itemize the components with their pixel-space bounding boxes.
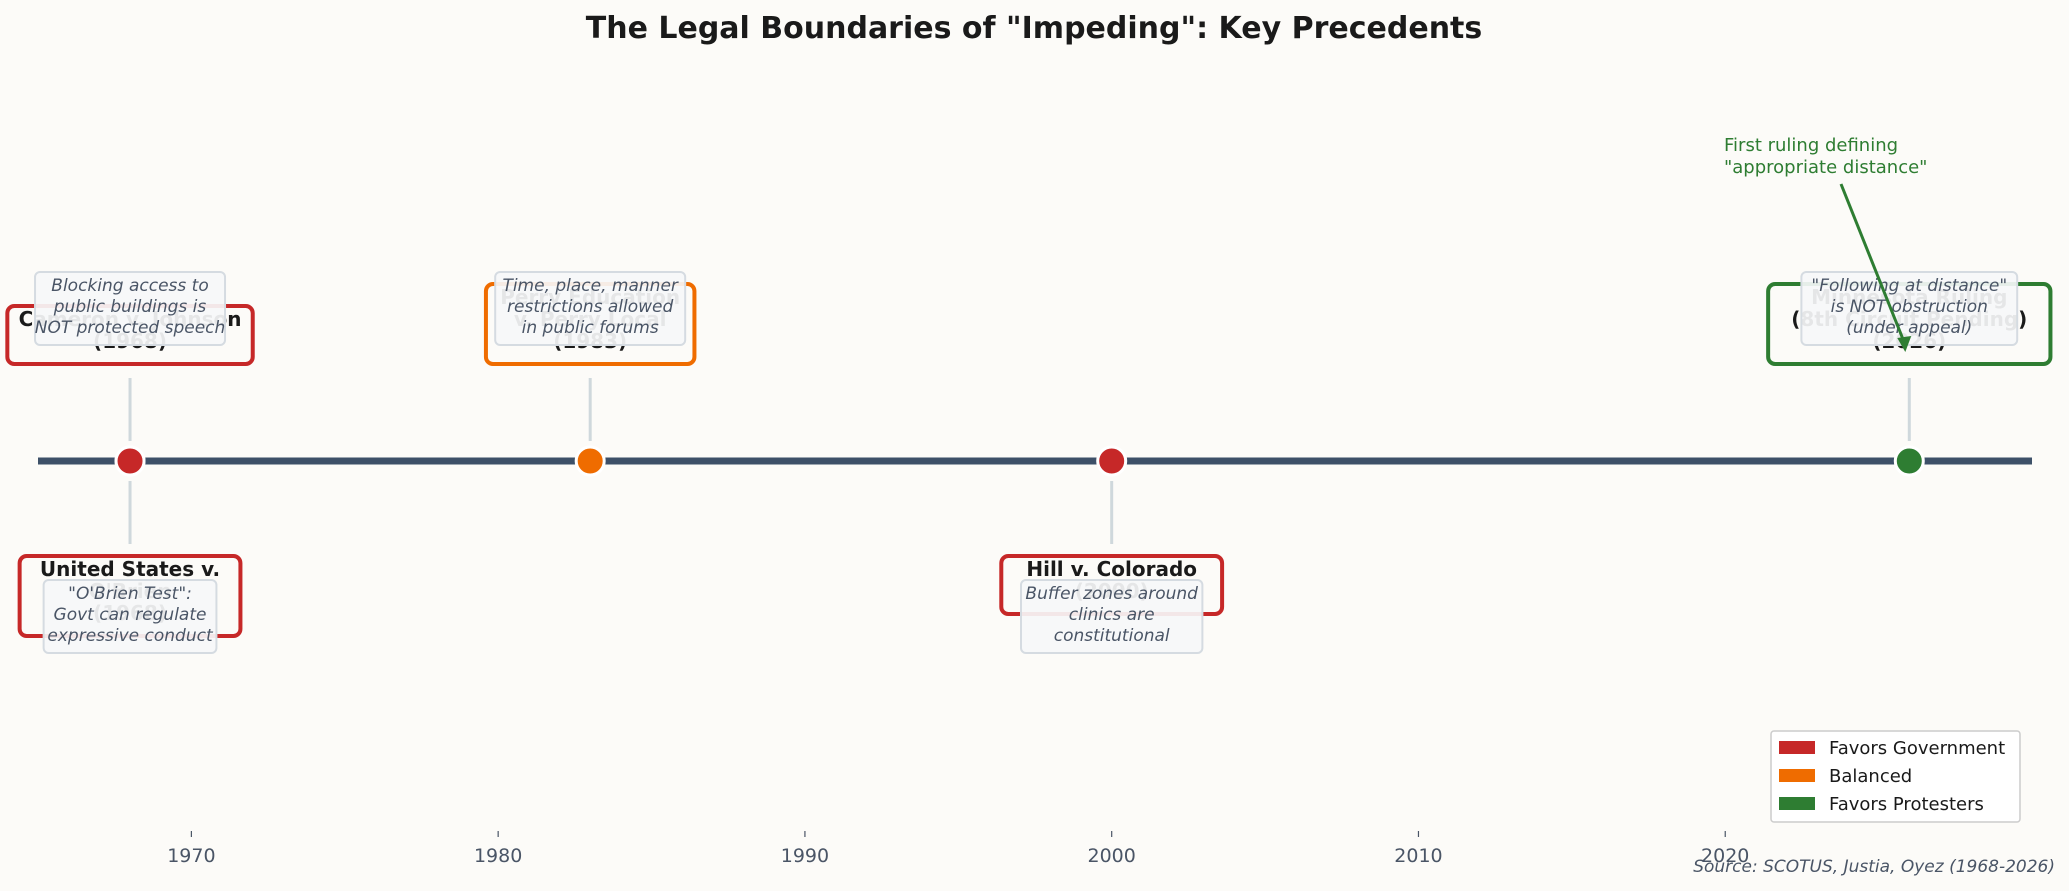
chart-title: The Legal Boundaries of "Impeding": Key … xyxy=(586,11,1483,46)
note-line: "Following at distance" xyxy=(1811,276,2007,296)
annotation-text-line: "appropriate distance" xyxy=(1724,157,1927,178)
note-line: "O'Brien Test": xyxy=(68,584,192,604)
note-line: constitutional xyxy=(1054,626,1170,646)
legend-swatch xyxy=(1779,769,1815,782)
legend-swatch xyxy=(1779,797,1815,810)
legend-frame xyxy=(1770,730,2021,823)
note-line: public buildings is xyxy=(53,297,207,317)
note-line: Govt can regulate xyxy=(54,605,207,625)
note-line: Buffer zones around xyxy=(1025,584,1198,604)
legend-label: Favors Protesters xyxy=(1829,794,1984,815)
annotation-arrow-line xyxy=(1839,183,1907,346)
legend-swatch xyxy=(1779,741,1815,754)
x-tick-label: 2020 xyxy=(1701,845,1749,867)
x-tick-label: 2000 xyxy=(1088,845,1136,867)
x-axis-ticks: 1970 1980 1990 2000 2010 2020 xyxy=(167,831,1749,867)
source-note: Source: SCOTUS, Justia, Oyez (1968-2026) xyxy=(1693,857,2055,877)
event-marker xyxy=(114,445,146,477)
event-markers xyxy=(114,445,1925,477)
x-tick-label: 1970 xyxy=(167,845,215,867)
event-stems xyxy=(128,378,1911,544)
note-box xyxy=(42,579,218,654)
note-line: (under appeal) xyxy=(1846,318,1972,338)
event-marker xyxy=(1096,445,1128,477)
annotation: First ruling defining"appropriate distan… xyxy=(1724,135,1927,352)
note-line: clinics are xyxy=(1069,605,1155,625)
note-line: NOT protected speech xyxy=(35,318,226,338)
note-box xyxy=(34,271,227,346)
note-box xyxy=(494,271,687,346)
annotation-text-line: First ruling defining xyxy=(1724,135,1898,156)
legend-label: Balanced xyxy=(1829,766,1912,787)
note-line: Blocking access to xyxy=(51,276,208,296)
note-box xyxy=(1019,579,1204,654)
note-line: expressive conduct xyxy=(47,626,214,646)
x-tick-label: 2010 xyxy=(1394,845,1442,867)
legend-label: Favors Government xyxy=(1829,738,2005,759)
note-line: in public forums xyxy=(522,318,659,338)
note-box xyxy=(1800,271,2019,346)
case-label-line: United States v. xyxy=(40,557,220,581)
legend: Favors Government Balanced Favors Proteste… xyxy=(1770,730,2021,823)
note-line: restrictions allowed xyxy=(507,297,673,317)
event-marker xyxy=(1893,445,1925,477)
note-line: Time, place, manner xyxy=(502,276,678,296)
case-label-line: Hill v. Colorado xyxy=(1026,557,1197,581)
x-tick-label: 1990 xyxy=(781,845,829,867)
event-marker xyxy=(574,445,606,477)
annotation-arrow-head xyxy=(1897,336,1912,352)
note-line: is NOT obstruction xyxy=(1831,297,1988,317)
x-tick-label: 1980 xyxy=(474,845,522,867)
